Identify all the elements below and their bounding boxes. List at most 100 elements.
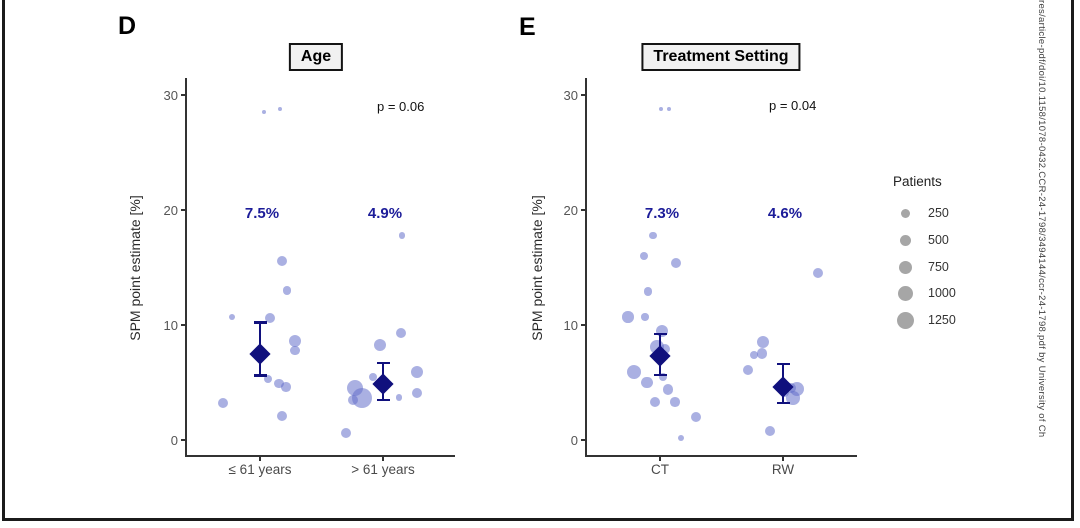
x-category-label: ≤ 61 years: [228, 462, 292, 477]
panel-e-title: Treatment Setting: [641, 43, 801, 71]
patient-study-bubble: [659, 372, 667, 381]
y-tick-label: 0: [570, 433, 578, 448]
patient-study-bubble: [374, 338, 386, 351]
patient-study-bubble: [757, 336, 769, 349]
patient-study-bubble: [670, 257, 682, 269]
y-tick-label: 30: [563, 88, 578, 103]
estimate-label: 4.9%: [367, 205, 403, 222]
y-tick-mark: [581, 439, 585, 441]
x-tick-mark: [659, 457, 661, 461]
patient-study-bubble: [277, 106, 283, 112]
patient-study-bubble: [742, 364, 754, 376]
patient-study-bubble: [641, 313, 649, 321]
x-tick-mark: [382, 457, 384, 461]
patient-study-bubble: [659, 106, 663, 111]
y-tick-label: 0: [170, 433, 178, 448]
ci-cap-bottom: [376, 398, 390, 401]
patient-study-bubble: [395, 327, 407, 339]
panel-e-letter: E: [519, 13, 536, 41]
y-tick-mark: [181, 94, 185, 96]
patient-study-bubble: [749, 350, 759, 360]
patient-study-bubble: [411, 387, 423, 399]
ci-cap-bottom: [776, 401, 790, 405]
patient-study-bubble: [395, 394, 403, 401]
x-tick-mark: [259, 457, 261, 461]
patient-study-bubble: [262, 110, 266, 115]
x-tick-mark: [782, 457, 784, 461]
patient-study-bubble: [289, 335, 301, 348]
y-tick-label: 30: [163, 88, 178, 103]
legend-size-label: 250: [928, 206, 949, 220]
patient-study-bubble: [649, 396, 661, 408]
panel-d-letter: D: [118, 12, 137, 40]
estimate-label: 7.5%: [244, 205, 280, 222]
patient-study-bubble: [639, 251, 649, 261]
patient-study-bubble: [218, 398, 228, 409]
patient-study-bubble: [228, 313, 236, 321]
patient-study-bubble: [398, 232, 406, 239]
y-tick-mark: [581, 324, 585, 326]
legend-title: Patients: [893, 174, 942, 189]
x-category-label: CT: [651, 462, 669, 477]
patient-study-bubble: [277, 410, 287, 421]
patient-study-bubble: [277, 255, 287, 266]
y-tick-mark: [181, 439, 185, 441]
legend-size-label: 750: [928, 260, 949, 274]
y-tick-mark: [581, 209, 585, 211]
legend-size-circle: [900, 208, 910, 218]
patient-study-bubble: [643, 287, 653, 296]
legend-size-label: 1250: [928, 313, 956, 327]
panel-e-pvalue: p = 0.04: [769, 98, 817, 113]
y-tick-label: 20: [163, 203, 178, 218]
patient-study-bubble: [348, 394, 358, 405]
patient-study-bubble: [281, 382, 291, 392]
legend-size-circle: [898, 260, 912, 274]
y-axis-line: [585, 78, 587, 457]
watermark-text: res/article-pdf/doi/10.1158/1078-0432.CC…: [1036, 0, 1047, 438]
patient-study-bubble: [369, 372, 377, 381]
y-tick-mark: [581, 94, 585, 96]
panel-d-pvalue: p = 0.06: [377, 99, 425, 114]
figure-border-frame: [2, 0, 1074, 521]
x-category-label: RW: [771, 462, 795, 477]
patient-study-bubble: [678, 434, 684, 441]
patient-study-bubble: [641, 376, 653, 389]
ci-cap-top: [253, 321, 267, 324]
patient-study-bubble: [282, 286, 292, 295]
ci-cap-top: [776, 362, 790, 366]
patient-study-bubble: [690, 411, 702, 423]
patient-study-bubble: [662, 384, 674, 395]
patient-study-bubble: [666, 106, 672, 112]
y-tick-label: 10: [163, 318, 178, 333]
patient-study-bubble: [670, 397, 680, 407]
patient-study-bubble: [649, 231, 657, 239]
x-axis-line: [585, 455, 857, 457]
patient-study-bubble: [264, 312, 276, 324]
patient-study-bubble: [290, 345, 300, 355]
ci-cap-bottom: [653, 373, 667, 377]
y-tick-mark: [181, 324, 185, 326]
x-category-label: > 61 years: [351, 462, 415, 477]
patient-study-bubble: [627, 365, 641, 380]
ci-cap-top: [653, 332, 667, 336]
x-axis-line: [185, 455, 455, 457]
panel-d-title: Age: [288, 43, 344, 71]
patient-study-bubble: [660, 344, 670, 355]
legend-size-label: 500: [928, 233, 949, 247]
legend-size-label: 1000: [928, 286, 956, 300]
patient-study-bubble: [411, 366, 423, 379]
patient-study-bubble: [756, 348, 768, 360]
legend-size-circle: [899, 234, 911, 246]
patient-study-bubble: [622, 311, 634, 323]
patient-study-bubble: [264, 375, 272, 384]
y-tick-label: 20: [563, 203, 578, 218]
legend-size-circle: [897, 285, 913, 301]
estimate-label: 4.6%: [767, 205, 803, 222]
ci-cap-bottom: [253, 374, 267, 377]
patient-study-bubble: [274, 378, 284, 389]
y-tick-label: 10: [563, 318, 578, 333]
y-axis-line: [185, 78, 187, 457]
estimate-label: 7.3%: [644, 205, 680, 222]
patient-study-bubble: [352, 388, 372, 409]
